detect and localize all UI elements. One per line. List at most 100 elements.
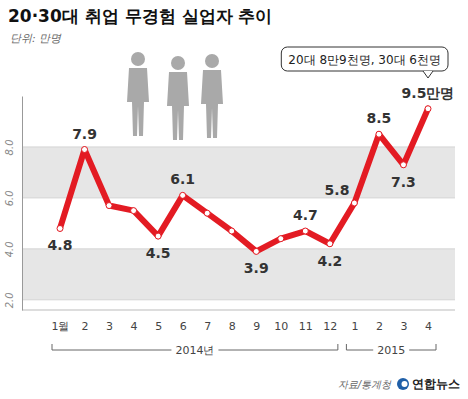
x-tick-label: 7 [204,320,211,333]
silhouette [201,54,223,138]
silhouette [167,56,189,140]
x-tick-label: 2 [376,320,383,333]
data-point [82,147,88,153]
annotation-text: 20대 8만9천명, 30대 6천명 [288,53,441,67]
annotation: 20대 8만9천명, 30대 6천명 [281,47,448,78]
silhouette-head [131,52,145,66]
data-point [327,241,333,247]
group-label: 2015 [377,344,405,357]
data-label: 9.5만명 [402,85,455,101]
x-tick: 6 [180,310,187,333]
grid-bands [22,147,455,300]
x-axis: 1월234567891011121234 [52,310,433,333]
data-point [204,210,210,216]
data-label: 6.1 [170,171,195,187]
silhouette-head [205,54,219,68]
x-tick-label: 5 [155,320,162,333]
source: 자료/통계청 [338,379,392,390]
x-tick-label: 3 [106,320,113,333]
x-tick: 1 [351,310,358,333]
x-tick-label: 1 [351,320,358,333]
data-label: 7.9 [72,126,97,142]
logo: 연합뉴스 [412,377,460,391]
y-tick-label: 6.0 [4,190,15,206]
x-tick: 7 [204,310,211,333]
y-tick: 4.0 [4,241,22,257]
y-axis: 2.0 4.0 6.0 8.0 [4,97,23,311]
grid-line [22,248,455,249]
y-tick-label: 8.0 [4,139,15,155]
title: 20·30대 취업 무경험 실업자 추이 [8,6,272,26]
group-label: 2014년 [175,344,214,357]
grid-line [22,299,455,300]
data-line [60,109,428,252]
silhouette-head [171,56,185,70]
x-tick-label: 3 [400,320,407,333]
x-tick: 10 [274,310,288,333]
x-tick-label: 11 [299,320,313,333]
logo-icon-inner [402,381,408,387]
group-label-patch [373,344,409,357]
chart-root: 2.04.06.08.01월2345678910111212342014년201… [0,0,468,399]
y-tick: 6.0 [4,190,22,206]
grid-band [22,249,455,300]
subtitle: 단위: 만명 [10,32,62,45]
data-point [180,192,186,198]
x-tick: 4 [425,310,432,333]
y-tick-label: 2.0 [4,292,15,308]
group-label-patch [171,344,218,357]
y-tick: 2.0 [4,292,22,308]
x-tick: 8 [229,310,236,333]
x-groups: 2014년 2015 [52,344,436,357]
silhouette-body [201,70,223,138]
x-tick: 2 [376,310,383,333]
x-baseline [22,310,455,311]
x-tick: 3 [400,310,407,333]
data-label: 7.3 [391,174,416,190]
data-label: 4.5 [146,245,171,261]
marks [57,106,431,255]
x-tick-label: 2 [82,320,89,333]
x-tick-label: 12 [323,320,337,333]
annotation-pointer [423,71,433,78]
x-tick: 2 [82,310,89,333]
x-tick: 5 [155,310,162,333]
data-point [131,208,137,214]
x-tick: 12 [323,310,337,333]
grid-line [22,197,455,198]
data-label: 4.8 [48,237,73,253]
y-tick: 8.0 [4,139,22,155]
data-label: 5.8 [325,182,350,198]
logo-icon [397,378,409,390]
silhouette [127,52,149,136]
silhouettes [127,52,223,140]
data-point [106,203,112,209]
data-label: 8.5 [367,110,392,126]
data-point [278,236,284,242]
y-axis-line [22,97,23,311]
data-point [376,131,382,137]
data-point [351,200,357,206]
silhouette-body [127,68,149,136]
x-tick: 1월 [52,310,70,333]
footer: 연합뉴스 자료/통계청 [338,377,460,391]
data-point [425,106,431,112]
x-tick-label: 4 [425,320,432,333]
x-tick-label: 8 [229,320,236,333]
x-tick-label: 1월 [52,320,70,333]
data-point [253,248,259,254]
annotation-box [281,47,448,71]
data-point [302,228,308,234]
x-tick-label: 9 [253,320,260,333]
data-point [57,225,63,231]
data-labels: 4.87.94.56.13.94.74.25.88.57.39.5만명 [48,85,455,277]
x-tick: 9 [253,310,260,333]
data-label: 4.7 [293,207,318,223]
y-tick-label: 4.0 [4,241,15,257]
x-tick-label: 6 [180,320,187,333]
x-tick: 3 [106,310,113,333]
x-tick-label: 10 [274,320,288,333]
data-point [229,228,235,234]
data-point [155,233,161,239]
data-label: 3.9 [244,260,269,276]
